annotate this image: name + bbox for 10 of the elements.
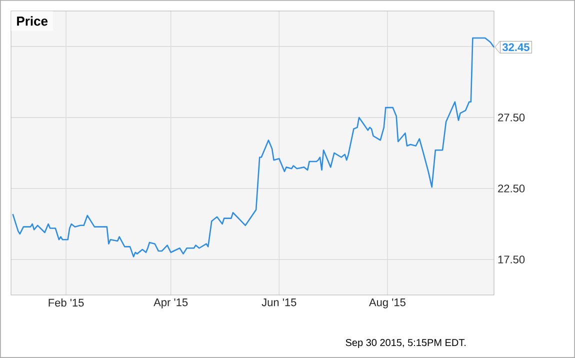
y-tick-label: 22.50 [498,184,525,192]
annotation: 32.45 [502,43,530,52]
x-tick-label: Aug '15 [368,298,406,308]
x-tick-label: Apr '15 [154,298,188,308]
text: Sep 30 2015, 5:15PM EDT. [346,339,466,348]
x-tick-label: Jun '15 [262,298,296,306]
chart-title: Price [17,16,48,26]
x-tick-label: Feb '15 [48,298,84,307]
y-tick-label: 17.50 [498,256,525,264]
y-tick-label: 27.50 [498,114,525,122]
